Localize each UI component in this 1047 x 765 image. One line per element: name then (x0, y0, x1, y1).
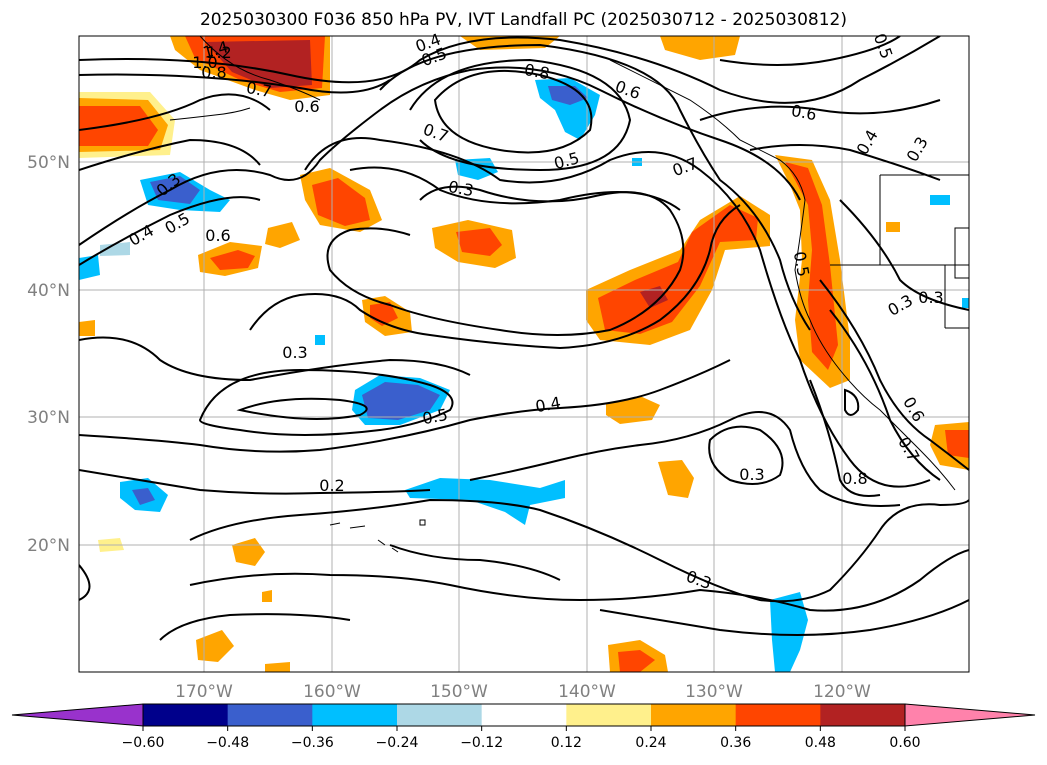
colorbar-segment (397, 704, 483, 726)
contour-label: 0.3 (447, 177, 475, 200)
filled-anomalies (79, 36, 969, 672)
lon-label-170w: 170°W (175, 682, 233, 702)
contour-label: 1.2 (206, 43, 231, 62)
contour-label: 0.5 (421, 405, 449, 428)
latitude-labels: 50°N 40°N 30°N 20°N (27, 153, 70, 556)
colorbar-segment (735, 704, 821, 726)
colorbar-segment (566, 704, 652, 726)
lat-label-30n: 30°N (27, 408, 70, 428)
contour-label: 0.2 (319, 476, 344, 495)
contour-label: 0.3 (282, 343, 307, 362)
contour-label: 0.8 (842, 469, 867, 488)
contour-label: 0.6 (205, 226, 230, 245)
contour-label: 0.3 (739, 465, 764, 484)
contour-label: 0.6 (790, 101, 818, 124)
colorbar (11, 703, 1036, 727)
contour-label: 0.5 (790, 250, 813, 278)
lat-label-50n: 50°N (27, 153, 70, 173)
colorbar-tick-label: 0.48 (805, 735, 836, 751)
map-title: 2025030300 F036 850 hPa PV, IVT Landfall… (199, 10, 847, 30)
contour-label: 1.0 (192, 53, 217, 72)
lat-label-40n: 40°N (27, 281, 70, 301)
colorbar-tick-label: −0.12 (460, 735, 503, 751)
colorbar-tick-label: 0.12 (551, 735, 582, 751)
coastlines (169, 36, 969, 553)
colorbar-segment (312, 704, 398, 726)
lon-label-160w: 160°W (303, 682, 361, 702)
lon-label-140w: 140°W (558, 682, 616, 702)
colorbar-tick-label: −0.48 (206, 735, 249, 751)
colorbar-segment (820, 704, 906, 726)
gridlines (79, 36, 969, 672)
lon-label-130w: 130°W (685, 682, 743, 702)
colorbar-tick-label: −0.36 (291, 735, 334, 751)
contour-label: 0.8 (201, 63, 226, 82)
map-frame (78, 35, 970, 673)
colorbar-segment (143, 704, 229, 726)
colorbar-outline (142, 703, 906, 727)
contour-label: 0.6 (294, 97, 319, 116)
colorbar-extension-high (904, 703, 1036, 727)
colorbar-tick-labels: −0.60 −0.48 −0.36 −0.24 −0.12 0.12 0.24 0.36 0.4… (122, 726, 921, 751)
colorbar-segment (651, 704, 737, 726)
contour-label: 0.3 (918, 288, 943, 307)
colorbar-tick-label: 0.36 (720, 735, 751, 751)
colorbar-tick-label: −0.24 (376, 735, 419, 751)
colorbar-segment (481, 704, 567, 726)
lat-label-20n: 20°N (27, 536, 70, 556)
contour-label: 0.7 (245, 78, 273, 101)
contour-label: 0.4 (534, 393, 562, 416)
contour-lines (79, 36, 969, 641)
lon-label-120w: 120°W (813, 682, 871, 702)
colorbar-extension-low (11, 703, 144, 727)
longitude-labels: 170°W 160°W 150°W 140°W 130°W 120°W (175, 682, 871, 702)
colorbar-tick-label: 0.24 (635, 735, 666, 751)
colorbar-segment (227, 704, 313, 726)
colorbar-tick-label: −0.60 (122, 735, 165, 751)
colorbar-tick-label: 0.60 (889, 735, 920, 751)
contour-label: 0.8 (523, 60, 551, 83)
lon-label-150w: 150°W (430, 682, 488, 702)
